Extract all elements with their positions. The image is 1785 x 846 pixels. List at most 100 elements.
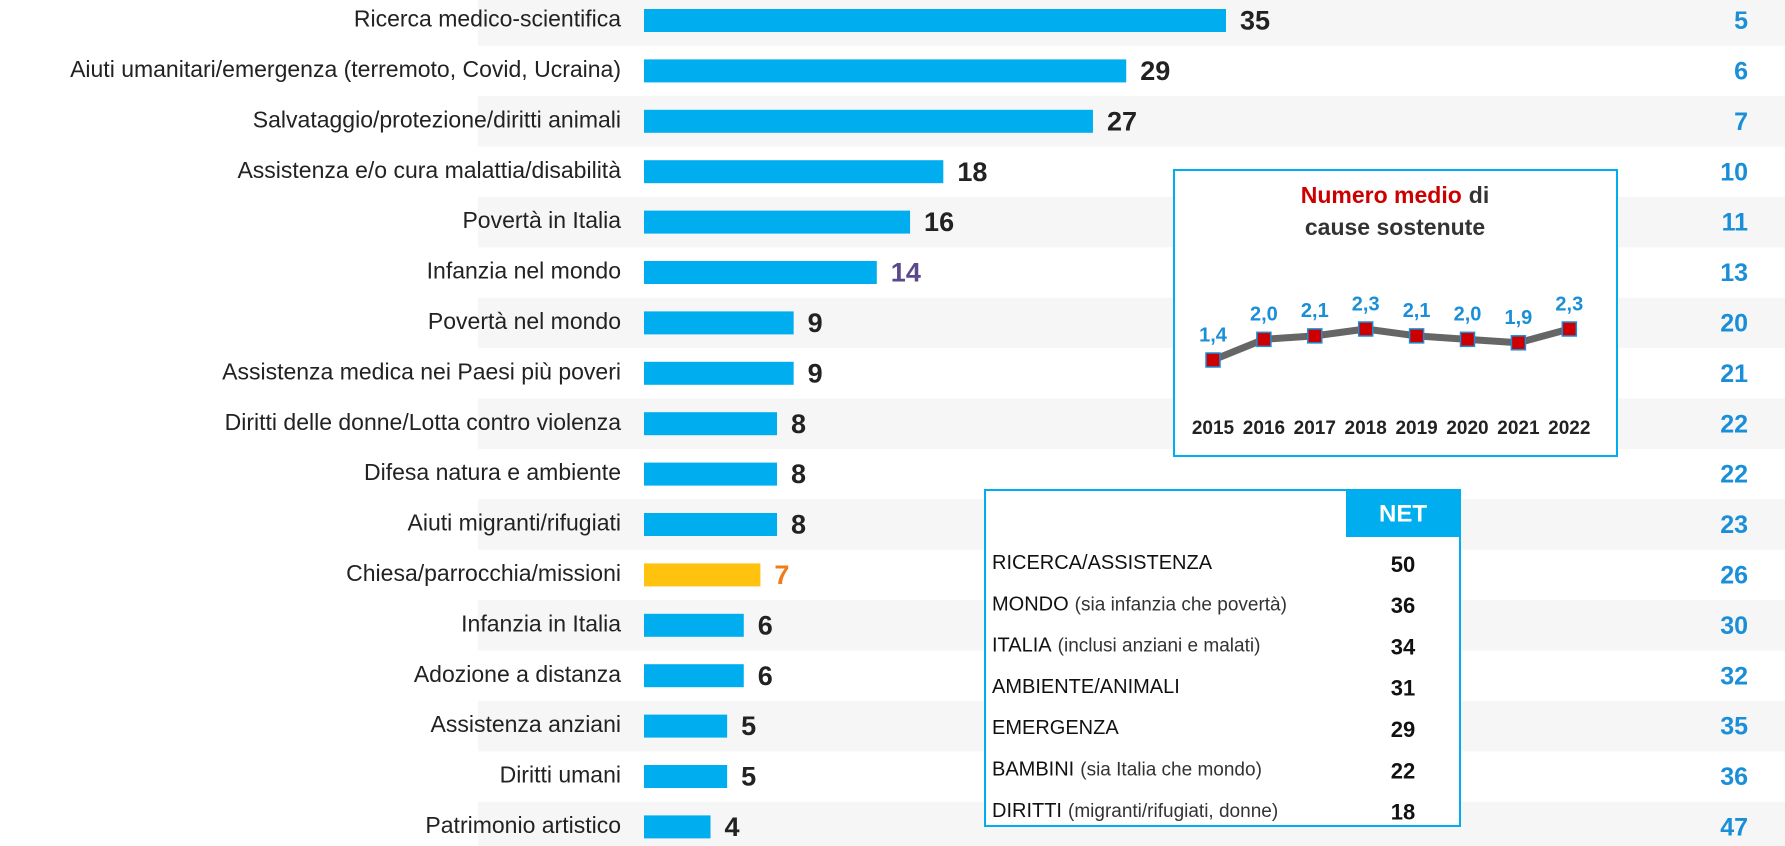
secondary-value: 32 [1720, 662, 1748, 690]
category-label: Aiuti umanitari/emergenza (terremoto, Co… [70, 56, 621, 82]
row-label-note: (migranti/rifugiati, donne) [1068, 801, 1278, 822]
row-label-main: AMBIENTE/ANIMALI [992, 676, 1180, 698]
category-label: Povertà nel mondo [428, 308, 621, 334]
bar [644, 765, 728, 788]
row-label: RICERCA/ASSISTENZA [992, 552, 1213, 574]
category-label: Adozione a distanza [414, 661, 621, 687]
marker [1408, 328, 1425, 344]
secondary-value: 22 [1720, 410, 1748, 438]
value-label: 14 [891, 258, 921, 288]
value-label: 8 [791, 510, 806, 540]
x-tick-label: 2018 [1345, 418, 1387, 439]
x-tick-label: 2021 [1497, 418, 1540, 439]
marker [1205, 352, 1221, 368]
category-label: Chiesa/parrocchia/missioni [346, 560, 621, 586]
marker [1307, 328, 1323, 344]
bar [644, 815, 711, 839]
inset-frame [1173, 169, 1618, 457]
value-label: 1,4 [1199, 324, 1228, 346]
category-label: Diritti delle donne/Lotta contro violenz… [225, 409, 622, 435]
secondary-value: 22 [1720, 461, 1748, 489]
bar [644, 210, 911, 234]
row-value: 22 [1391, 758, 1415, 783]
title-rest: di [1469, 182, 1489, 208]
inset-title: Numero medio di [1301, 182, 1489, 208]
category-label: Assistenza anziani [431, 711, 622, 737]
value-label: 2,0 [1454, 304, 1482, 326]
value-label: 5 [741, 762, 756, 792]
secondary-value: 26 [1720, 562, 1748, 590]
value-label: 29 [1140, 56, 1170, 86]
row-label: EMERGENZA [992, 717, 1119, 739]
category-label: Assistenza e/o cura malattia/disabilità [237, 157, 621, 183]
value-label: 1,9 [1504, 307, 1532, 329]
category-label: Infanzia in Italia [461, 610, 621, 636]
category-label: Infanzia nel mondo [427, 258, 621, 284]
bar [644, 462, 778, 486]
row-label-main: DIRITTI [992, 800, 1062, 822]
secondary-value: 36 [1720, 763, 1748, 791]
row-label-note: (sia Italia che mondo) [1080, 760, 1262, 781]
secondary-value: 30 [1720, 612, 1748, 640]
bar [644, 563, 761, 587]
category-label: Patrimonio artistico [425, 812, 621, 838]
line [1211, 325, 1571, 364]
row-label: ITALIA (inclusi anziani e malati) [992, 635, 1260, 657]
bar [644, 664, 744, 688]
row-label-main: MONDO [992, 594, 1069, 616]
row-label-note: (sia infanzia che povertà) [1075, 594, 1287, 615]
x-tick-label: 2020 [1446, 418, 1488, 439]
value-label: 2,3 [1352, 293, 1380, 315]
secondary-value: 5 [1734, 7, 1748, 35]
bar [644, 261, 877, 284]
value-label: 27 [1107, 106, 1137, 136]
value-label: 9 [808, 308, 823, 338]
category-label: Aiuti migranti/rifugiati [408, 510, 621, 536]
value-label: 18 [957, 157, 987, 187]
bar [644, 613, 744, 637]
marker [1561, 321, 1578, 337]
bar [644, 109, 1093, 133]
inset-title-line2: cause sostenute [1305, 214, 1485, 240]
row-label: DIRITTI (migranti/rifugiati, donne) [992, 800, 1278, 822]
category-label: Ricerca medico-scientifica [354, 6, 621, 32]
row-label-note: (inclusi anziani e malati) [1058, 636, 1261, 657]
value-label: 16 [924, 207, 954, 237]
secondary-value: 47 [1720, 814, 1748, 842]
x-tick-label: 2017 [1294, 418, 1336, 439]
row-value: 29 [1391, 717, 1415, 742]
line-inset: Numero medio di cause sostenute 2015 2016 201… [1173, 169, 1618, 457]
secondary-value: 6 [1734, 58, 1748, 86]
x-tick-label: 2022 [1548, 418, 1590, 439]
bar [644, 513, 778, 536]
secondary-value: 23 [1720, 511, 1748, 539]
title-highlight: Numero medio [1301, 182, 1462, 208]
bar [644, 361, 794, 385]
bar [644, 160, 944, 184]
category-label: Diritti umani [500, 762, 621, 788]
marker [1459, 331, 1476, 348]
value-label: 8 [791, 409, 806, 439]
marker [1510, 335, 1527, 351]
value-label: 2,1 [1301, 300, 1329, 322]
net-table: NET RICERCA/ASSISTENZA 50 MONDO (sia infanzi… [984, 489, 1461, 827]
bar [644, 59, 1127, 83]
row-value: 18 [1391, 800, 1415, 825]
table-header: NET [1379, 500, 1427, 527]
row-label: AMBIENTE/ANIMALI [992, 676, 1180, 698]
row-value: 50 [1391, 552, 1415, 577]
marker [1357, 321, 1374, 337]
category-label: Salvataggio/protezione/diritti animali [253, 106, 621, 132]
value-label: 2,1 [1403, 300, 1431, 322]
x-tick-label: 2015 [1192, 418, 1235, 439]
table-frame [984, 489, 1461, 827]
value-label: 6 [758, 661, 773, 691]
row-label-main: BAMBINI [992, 759, 1074, 781]
secondary-value: 35 [1720, 713, 1748, 741]
marker [1256, 331, 1272, 348]
value-label: 7 [774, 560, 789, 590]
row-value: 31 [1391, 676, 1415, 701]
value-label: 4 [725, 812, 740, 842]
secondary-value: 13 [1720, 259, 1748, 287]
row-label: BAMBINI (sia Italia che mondo) [992, 759, 1262, 781]
